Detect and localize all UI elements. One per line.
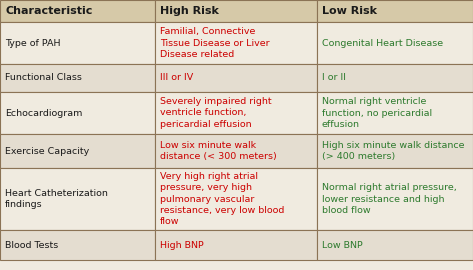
Bar xyxy=(155,92,317,134)
Bar xyxy=(0,0,155,22)
Text: Familial, Connective
Tissue Disease or Liver
Disease related: Familial, Connective Tissue Disease or L… xyxy=(160,27,270,59)
Text: Exercise Capacity: Exercise Capacity xyxy=(5,147,89,156)
Bar xyxy=(317,134,473,168)
Bar xyxy=(317,22,473,64)
Bar xyxy=(317,64,473,92)
Bar xyxy=(317,92,473,134)
Bar xyxy=(0,92,155,134)
Bar xyxy=(155,134,317,168)
Bar xyxy=(0,64,155,92)
Text: Very high right atrial
pressure, very high
pulmonary vascular
resistance, very l: Very high right atrial pressure, very hi… xyxy=(160,172,284,226)
Text: Low six minute walk
distance (< 300 meters): Low six minute walk distance (< 300 mete… xyxy=(160,141,277,161)
Bar xyxy=(155,0,317,22)
Text: Normal right ventricle
function, no pericardial
effusion: Normal right ventricle function, no peri… xyxy=(322,97,432,129)
Text: I or II: I or II xyxy=(322,73,346,83)
Text: Type of PAH: Type of PAH xyxy=(5,39,61,48)
Text: Severely impaired right
ventricle function,
pericardial effusion: Severely impaired right ventricle functi… xyxy=(160,97,272,129)
Text: Low BNP: Low BNP xyxy=(322,241,363,249)
Bar xyxy=(317,168,473,230)
Text: Functional Class: Functional Class xyxy=(5,73,82,83)
Text: High Risk: High Risk xyxy=(160,6,219,16)
Bar xyxy=(155,230,317,260)
Bar xyxy=(0,22,155,64)
Bar xyxy=(155,22,317,64)
Text: Blood Tests: Blood Tests xyxy=(5,241,58,249)
Text: III or IV: III or IV xyxy=(160,73,193,83)
Text: Congenital Heart Disease: Congenital Heart Disease xyxy=(322,39,443,48)
Bar xyxy=(317,230,473,260)
Bar xyxy=(0,134,155,168)
Text: Low Risk: Low Risk xyxy=(322,6,377,16)
Bar xyxy=(155,64,317,92)
Text: High six minute walk distance
(> 400 meters): High six minute walk distance (> 400 met… xyxy=(322,141,464,161)
Text: Characteristic: Characteristic xyxy=(5,6,92,16)
Text: Normal right atrial pressure,
lower resistance and high
blood flow: Normal right atrial pressure, lower resi… xyxy=(322,183,457,215)
Bar xyxy=(0,230,155,260)
Bar xyxy=(0,168,155,230)
Text: Echocardiogram: Echocardiogram xyxy=(5,109,82,117)
Bar xyxy=(317,0,473,22)
Text: High BNP: High BNP xyxy=(160,241,204,249)
Bar xyxy=(155,168,317,230)
Text: Heart Catheterization
findings: Heart Catheterization findings xyxy=(5,189,108,209)
